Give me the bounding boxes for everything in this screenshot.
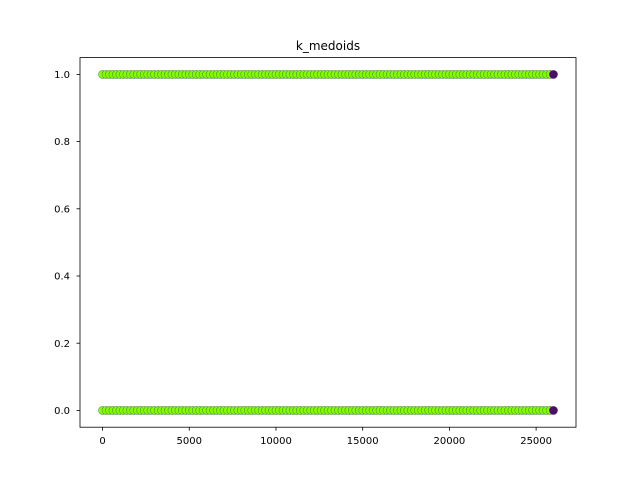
x-tick-label: 20000 (433, 436, 465, 447)
plot-frame (79, 57, 577, 428)
x-tick-label: 5000 (177, 436, 202, 447)
y-tick-label: 0.0 (54, 406, 70, 417)
x-tick-label: 25000 (520, 436, 552, 447)
y-tick-label: 1.0 (54, 70, 70, 81)
x-tick-label: 15000 (347, 436, 379, 447)
y-tick-label: 0.4 (54, 272, 70, 283)
y-tick-label: 0.2 (54, 339, 70, 350)
y-tick-label: 0.6 (54, 204, 70, 215)
axes-layer: 0 5000 10000 15000 20000 25000 0.0 0.2 0.4 0.6 0.8… (54, 57, 577, 447)
points-layer (98, 70, 558, 415)
y-tick-label: 0.8 (54, 137, 70, 148)
x-tick-label: 0 (99, 436, 105, 447)
chart-title: k_medoids (296, 39, 360, 53)
data-point (549, 70, 558, 79)
data-point (549, 406, 558, 415)
x-tick-label: 10000 (260, 436, 292, 447)
